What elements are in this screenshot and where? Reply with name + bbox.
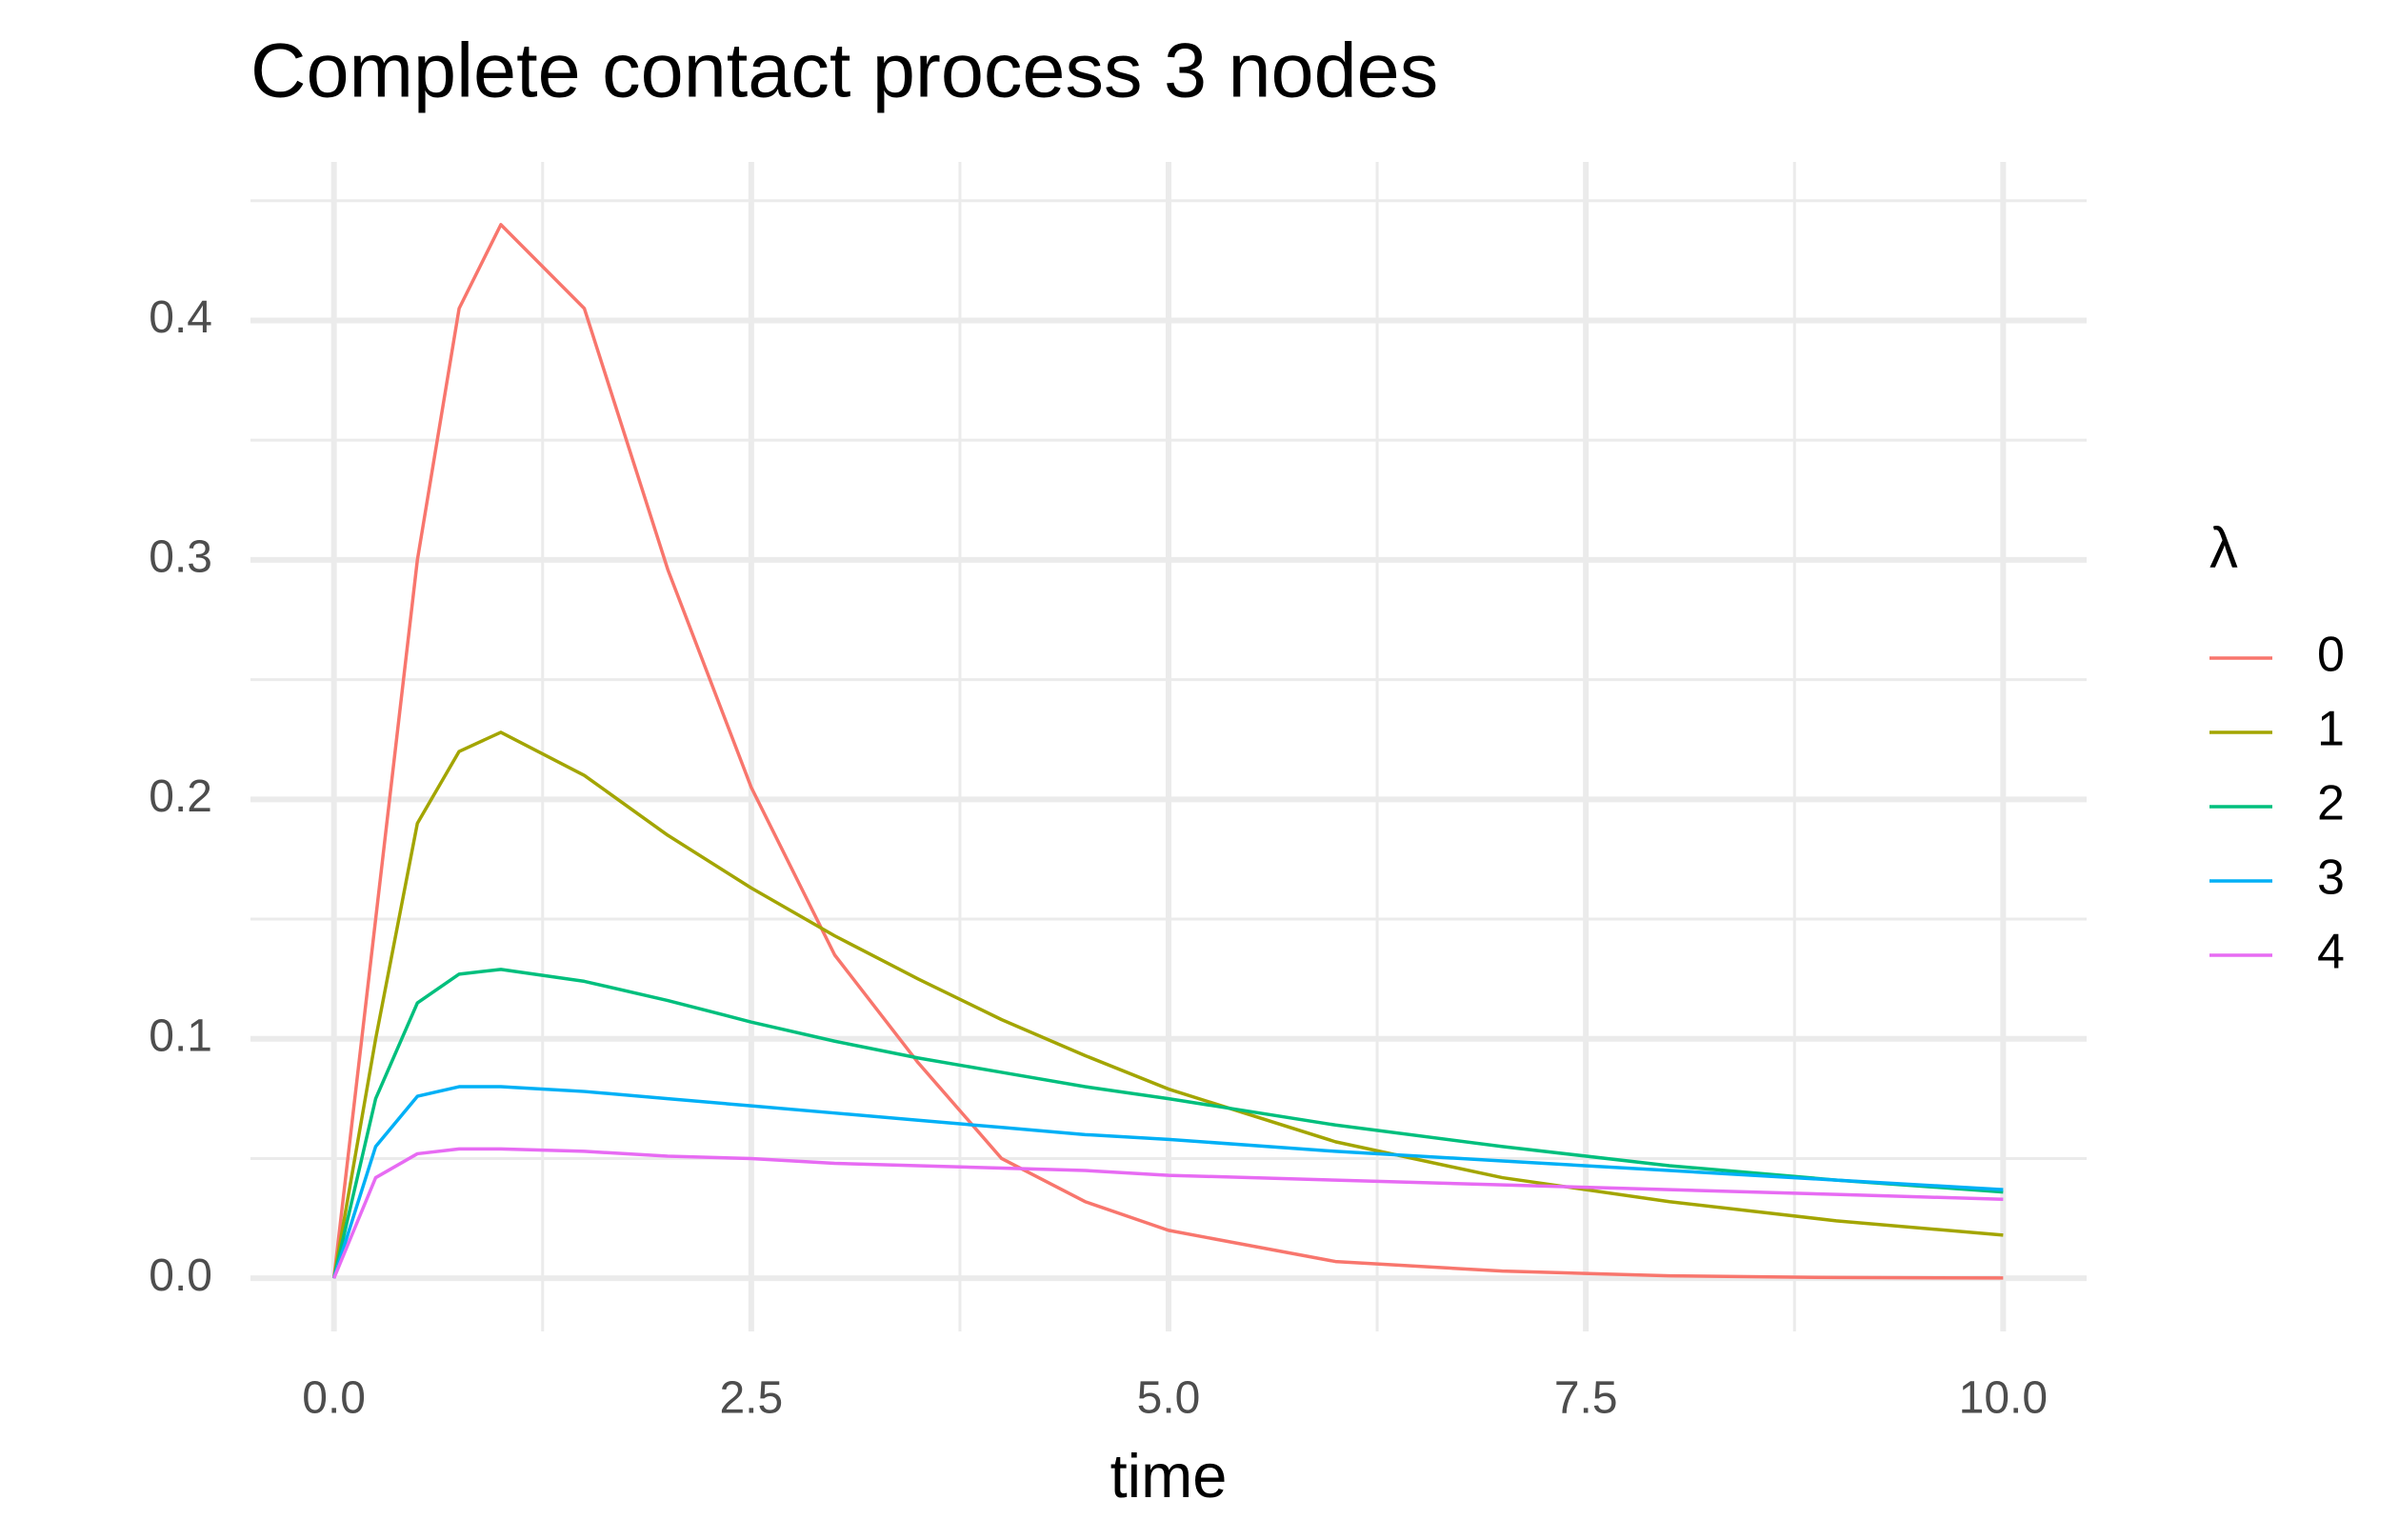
series-line bbox=[331, 223, 2004, 1280]
legend-title: λ bbox=[2209, 516, 2238, 580]
x-tick-label: 5.0 bbox=[1137, 1373, 1201, 1424]
x-tick-label: 10.0 bbox=[1959, 1373, 2048, 1424]
y-tick-label: 0.1 bbox=[149, 1010, 212, 1061]
series-line bbox=[331, 968, 2004, 1279]
x-tick-label: 7.5 bbox=[1554, 1373, 1618, 1424]
y-tick-label: 0.4 bbox=[149, 292, 212, 343]
legend-label: 2 bbox=[2317, 776, 2345, 831]
chart-title: Complete contact process 3 nodes bbox=[250, 28, 1438, 113]
x-axis-title: time bbox=[1110, 1441, 1228, 1510]
series-line bbox=[331, 730, 2004, 1279]
legend-label: 4 bbox=[2317, 925, 2345, 980]
x-tick-label: 0.0 bbox=[302, 1373, 366, 1424]
series-line bbox=[332, 1147, 2004, 1279]
y-tick-label: 0.2 bbox=[149, 771, 212, 822]
legend-label: 1 bbox=[2317, 702, 2345, 757]
x-tick-label: 2.5 bbox=[719, 1373, 783, 1424]
legend-label: 3 bbox=[2317, 850, 2345, 906]
legend-label: 0 bbox=[2317, 628, 2345, 683]
y-tick-label: 0.0 bbox=[149, 1250, 212, 1301]
y-tick-label: 0.3 bbox=[149, 532, 212, 583]
series-line bbox=[331, 1085, 2004, 1279]
